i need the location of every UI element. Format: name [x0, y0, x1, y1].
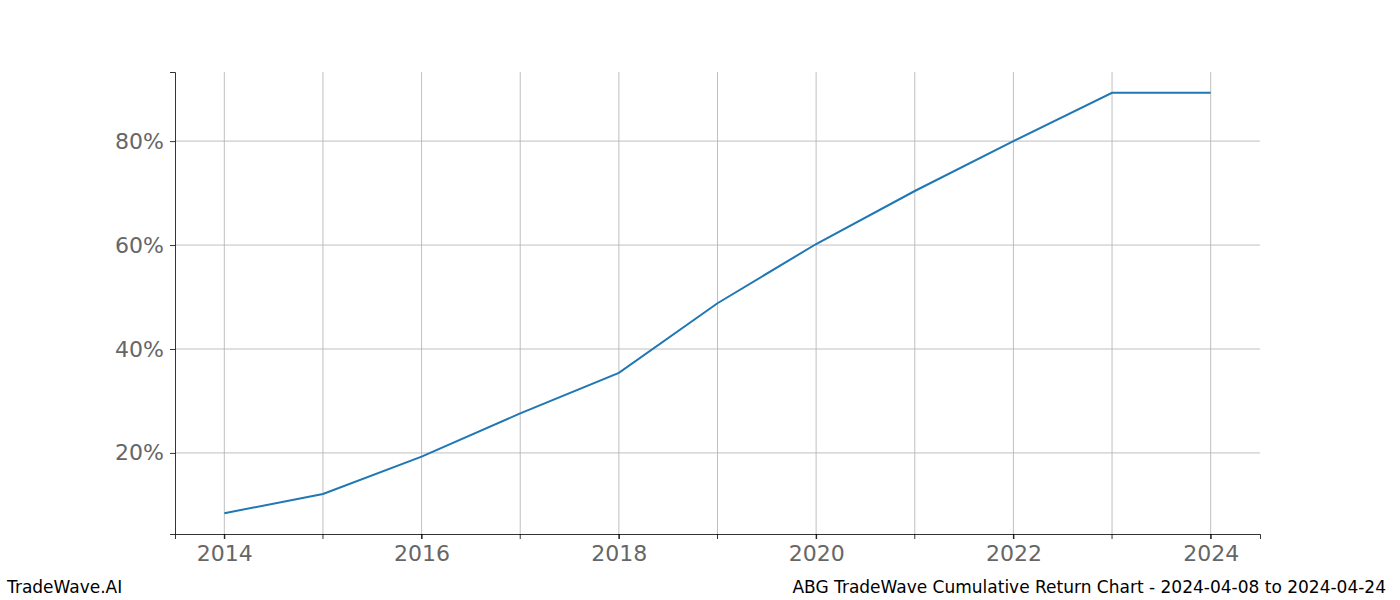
x-tick: 2022: [986, 534, 1042, 566]
x-axis-line: [176, 535, 1261, 540]
tick-label: 2022: [986, 541, 1042, 566]
grid-line: [520, 72, 521, 534]
grid: [175, 72, 1260, 534]
grid-line: [816, 72, 817, 534]
tick-mark: [1211, 534, 1212, 539]
tick-mark: [422, 534, 423, 539]
y-tick: 80%: [115, 129, 175, 154]
y-tick: 40%: [115, 337, 175, 362]
grid-line: [224, 72, 225, 534]
grid-line: [914, 72, 915, 534]
tick-label: 80%: [115, 129, 164, 154]
x-tick: 2016: [394, 534, 450, 566]
grid-line: [618, 72, 619, 534]
tick-label: 2016: [394, 541, 450, 566]
grid-line: [421, 72, 422, 534]
tick-label: 60%: [115, 233, 164, 258]
tick-mark: [170, 141, 175, 142]
plot-area: 2014 2016 2018 2020 2022 2024 20% 40% 60% 80%: [115, 72, 1260, 566]
series: [224, 93, 1210, 513]
y-axis: 20% 40% 60% 80%: [115, 73, 175, 535]
grid-line: [1112, 72, 1113, 534]
x-tick: 2014: [197, 534, 253, 566]
x-tick: 2020: [789, 534, 845, 566]
tick-label: 2020: [789, 541, 845, 566]
x-tick: 2024: [1183, 534, 1239, 566]
title: ABG TradeWave Cumulative Return Chart - …: [792, 577, 1386, 597]
tick-mark: [170, 349, 175, 350]
grid-line: [322, 72, 323, 534]
x-axis: 2014 2016 2018 2020 2022 2024: [176, 534, 1261, 566]
tick-label: 20%: [115, 440, 164, 465]
tick-mark: [1013, 534, 1014, 539]
grid-line: [1210, 72, 1211, 534]
tick-mark: [619, 534, 620, 539]
tick-label: 40%: [115, 337, 164, 362]
tick-label: 2024: [1183, 541, 1239, 566]
y-tick: 60%: [115, 233, 175, 258]
chart: 2014 2016 2018 2020 2022 2024 20% 40% 60% 80% ABG …: [0, 0, 1400, 600]
x-tick: 2018: [591, 534, 647, 566]
tick-mark: [224, 534, 225, 539]
y-tick: 20%: [115, 440, 175, 465]
tick-label: 2018: [591, 541, 647, 566]
tick-mark: [816, 534, 817, 539]
line: [224, 93, 1210, 513]
y-axis-line: [170, 73, 176, 535]
tick-mark: [170, 453, 175, 454]
tick-label: 2014: [197, 541, 253, 566]
watermark: TradeWave.AI: [6, 577, 122, 597]
tick-mark: [170, 245, 175, 246]
